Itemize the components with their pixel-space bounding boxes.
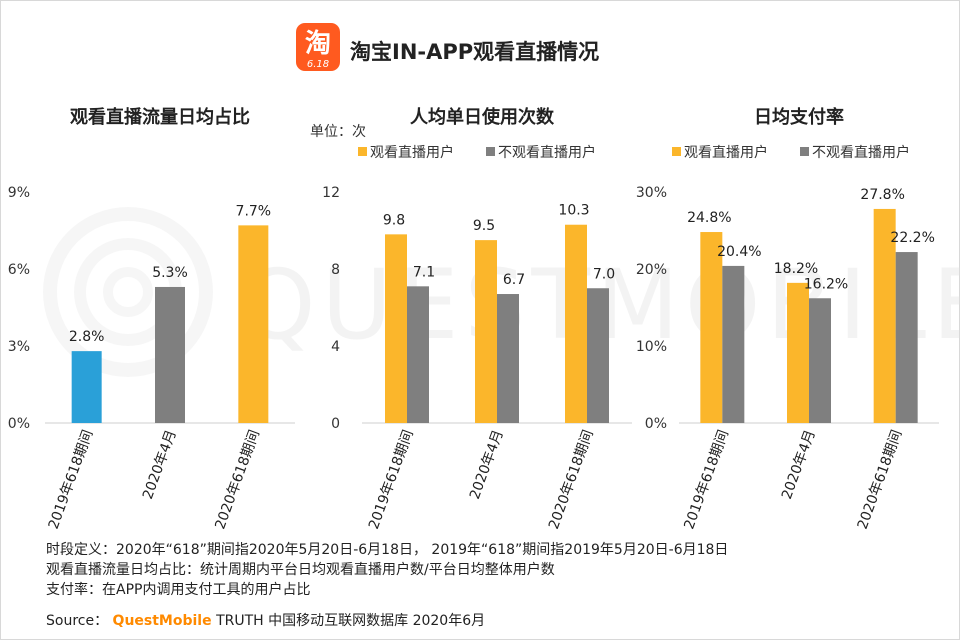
bar [700,232,723,423]
x-category-label: 2020年618期间 [212,428,263,532]
bar [565,224,587,423]
data-label: 24.8% [687,210,731,226]
bar [722,265,745,423]
data-label: 22.2% [890,230,934,246]
data-label: 18.2% [774,261,818,277]
x-category-label: 2019年618期间 [366,428,417,532]
x-category-label: 2020年4月 [467,428,507,502]
data-label: 7.7% [236,203,272,219]
x-category-label: 2020年618期间 [546,428,597,532]
bar [895,252,918,423]
y-tick-label: 0% [8,416,30,432]
unit-label: 单位：次 [310,124,366,140]
legend-swatch [486,147,495,156]
y-tick-label: 3% [8,339,30,355]
data-label: 9.8 [383,212,405,228]
y-tick-label: 9% [8,185,30,201]
bar [407,286,429,423]
y-tick-label: 8 [331,262,340,278]
y-tick-label: 6% [8,262,30,278]
data-label: 16.2% [804,276,848,292]
bar [385,234,407,423]
bar [497,294,519,423]
data-label: 6.7 [503,272,525,288]
y-tick-label: 10% [636,339,667,355]
x-category-label: 2019年618期间 [46,428,97,532]
bar [475,240,497,423]
data-label: 7.1 [413,264,435,280]
note-period: 时段定义：2020年“618”期间指2020年5月20日-6月18日， 2019… [46,542,729,558]
legend-label: 不观看直播用户 [812,144,910,161]
bar [238,225,269,423]
y-tick-label: 12 [322,185,340,201]
note-traffic-def: 观看直播流量日均占比：统计周期内平台日均观看直播用户数/平台日均整体用户数 [46,562,555,578]
bar [873,208,896,423]
data-label: 2.8% [69,329,105,345]
bar [71,351,102,423]
bar [809,298,831,423]
data-label: 9.5 [473,218,495,234]
source-brand: QuestMobile [112,613,212,629]
data-label: 20.4% [717,244,761,260]
x-category-label: 2020年618期间 [855,428,906,532]
source-line: Source： QuestMobile TRUTH 中国移动互联网数据库 202… [46,610,485,630]
logo-sub: 6.18 [307,59,329,70]
legend-label: 不观看直播用户 [498,144,596,161]
source-rest: TRUTH 中国移动互联网数据库 2020年6月 [216,613,486,629]
chart-title: 观看直播流量日均占比 [70,106,250,128]
bar [787,282,809,423]
page-title: 淘宝IN-APP观看直播情况 [350,40,600,64]
legend-label: 观看直播用户 [684,144,768,161]
y-tick-label: 4 [331,339,340,355]
y-tick-label: 30% [636,185,667,201]
bar [587,288,609,423]
data-label: 7.0 [593,266,615,282]
legend-swatch [672,147,681,156]
x-category-label: 2020年4月 [779,428,819,502]
data-label: 27.8% [860,187,904,203]
footnotes: 时段定义：2020年“618”期间指2020年5月20日-6月18日， 2019… [46,540,728,600]
legend-swatch [800,147,809,156]
source-label: Source： [46,613,109,629]
y-tick-label: 20% [636,262,667,278]
logo-glyph: 淘 [305,29,331,59]
taobao-618-logo: 淘 6.18 [296,23,340,71]
y-tick-label: 0 [331,416,340,432]
chart-title: 人均单日使用次数 [410,106,555,128]
data-label: 10.3 [558,203,589,219]
data-label: 5.3% [152,265,188,281]
note-payment-def: 支付率：在APP内调用支付工具的用户占比 [46,582,311,598]
charts-canvas: QUESTMOBILE 观看直播流量日均占比0%3%6%9%2.8%2019年6… [8,106,960,532]
legend-swatch [358,147,367,156]
bar [155,286,185,423]
y-tick-label: 0% [645,416,667,432]
x-category-label: 2020年4月 [140,428,180,502]
legend-label: 观看直播用户 [370,144,454,161]
chart-title: 日均支付率 [754,106,844,128]
x-category-label: 2019年618期间 [681,428,732,532]
